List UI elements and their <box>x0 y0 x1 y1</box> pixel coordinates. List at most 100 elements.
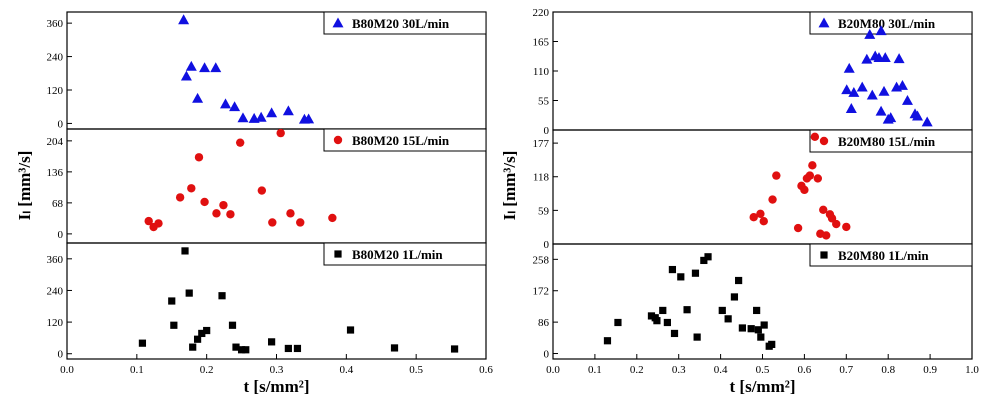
data-point <box>832 219 841 229</box>
data-point <box>768 195 777 204</box>
y-tick-label: 0 <box>544 125 550 137</box>
data-point <box>232 343 240 351</box>
legend-marker <box>334 250 342 258</box>
data-point <box>842 222 851 232</box>
data-point <box>185 60 197 71</box>
data-point <box>189 343 197 351</box>
x-tick-label: 0.2 <box>630 364 644 376</box>
y-tick-label: 220 <box>533 7 550 19</box>
data-point <box>757 333 765 341</box>
data-point <box>175 193 185 202</box>
data-point <box>218 292 226 300</box>
data-point <box>819 205 828 214</box>
y-tick-label: 59 <box>538 205 550 217</box>
data-point <box>303 113 315 124</box>
x-axis-title: t [s/mm²] <box>730 377 796 396</box>
data-point <box>237 346 246 354</box>
y-tick-label: 136 <box>47 167 64 179</box>
data-point <box>237 112 249 123</box>
data-point <box>659 306 667 315</box>
legend-label: B80M20 15L/min <box>352 133 450 148</box>
data-point <box>229 101 241 112</box>
legend-box <box>323 128 487 152</box>
legend-marker <box>818 17 830 28</box>
x-tick-label: 0.1 <box>130 364 144 376</box>
data-point <box>856 81 868 92</box>
data-point <box>724 315 732 323</box>
data-point <box>144 216 153 226</box>
data-point <box>450 345 459 353</box>
panel-triangle: 0 55 110 165 220 B20M80 30L/min <box>533 7 973 137</box>
data-point <box>793 223 803 233</box>
data-point <box>772 171 781 180</box>
data-point <box>296 218 305 227</box>
data-point <box>203 326 211 335</box>
data-point <box>845 103 857 113</box>
legend-marker <box>820 251 828 259</box>
data-point <box>749 213 758 222</box>
x-tick-label: 0.6 <box>479 364 493 376</box>
legend-label: B80M20 30L/min <box>352 16 450 31</box>
legend-label: B20M80 30L/min <box>838 16 936 31</box>
data-point <box>614 318 622 327</box>
legend-marker <box>332 17 344 28</box>
data-point <box>901 95 913 105</box>
data-point <box>220 98 232 109</box>
data-point <box>226 210 235 219</box>
x-tick-label: 0.5 <box>409 364 423 376</box>
data-point <box>747 325 755 333</box>
y-tick-label: 86 <box>538 317 550 329</box>
data-point <box>848 86 860 97</box>
data-point <box>921 116 933 127</box>
data-point <box>760 321 768 329</box>
data-point <box>759 217 768 226</box>
y-tick-label: 240 <box>47 52 64 64</box>
x-tick-label: 0.2 <box>200 364 214 376</box>
x-tick-label: 0.9 <box>923 364 937 376</box>
data-point <box>738 324 746 332</box>
data-point <box>875 105 887 116</box>
data-point <box>293 344 302 353</box>
data-point <box>192 92 204 103</box>
legend-label: B20M80 15L/min <box>838 134 936 149</box>
data-point <box>210 62 222 73</box>
panel-square: 0 120 240 360 B80M20 1L/min <box>47 242 487 361</box>
data-point <box>603 337 612 345</box>
chart-2: 0 55 110 165 220 B20M80 30L/min 0 59 118 177 B20M8… <box>500 7 979 396</box>
data-point <box>718 306 726 315</box>
data-point <box>841 84 853 95</box>
x-tick-label: 0.8 <box>881 364 895 376</box>
data-point <box>864 29 876 39</box>
data-point <box>178 14 190 25</box>
data-point <box>677 273 685 281</box>
x-tick-label: 0.5 <box>756 364 770 376</box>
y-tick-label: 0 <box>58 229 64 241</box>
data-point <box>878 85 890 96</box>
legend-label: B20M80 1L/min <box>838 248 929 263</box>
x-tick-label: 1.0 <box>965 364 979 376</box>
data-point <box>670 329 679 338</box>
data-point <box>810 132 820 142</box>
panel-circle: 0 59 118 177 B20M80 15L/min <box>533 129 973 251</box>
data-point <box>653 317 661 325</box>
data-point <box>228 321 237 329</box>
data-point <box>168 297 176 305</box>
x-tick-label: 0.4 <box>714 364 728 376</box>
x-tick-label: 0.6 <box>798 364 812 376</box>
data-point <box>756 209 765 218</box>
y-tick-label: 360 <box>47 254 64 266</box>
data-point <box>266 107 278 118</box>
data-point <box>242 346 250 354</box>
y-tick-label: 172 <box>533 286 550 298</box>
data-point <box>668 265 677 274</box>
legend-box <box>809 11 973 35</box>
y-tick-label: 68 <box>52 198 64 210</box>
data-point <box>212 209 221 218</box>
legend-box <box>323 242 487 266</box>
panel-square: 0 86 172 258 B20M80 1L/min <box>533 243 973 361</box>
data-point <box>198 329 206 338</box>
data-point <box>879 52 891 62</box>
data-point <box>268 338 276 346</box>
data-point <box>647 312 656 320</box>
